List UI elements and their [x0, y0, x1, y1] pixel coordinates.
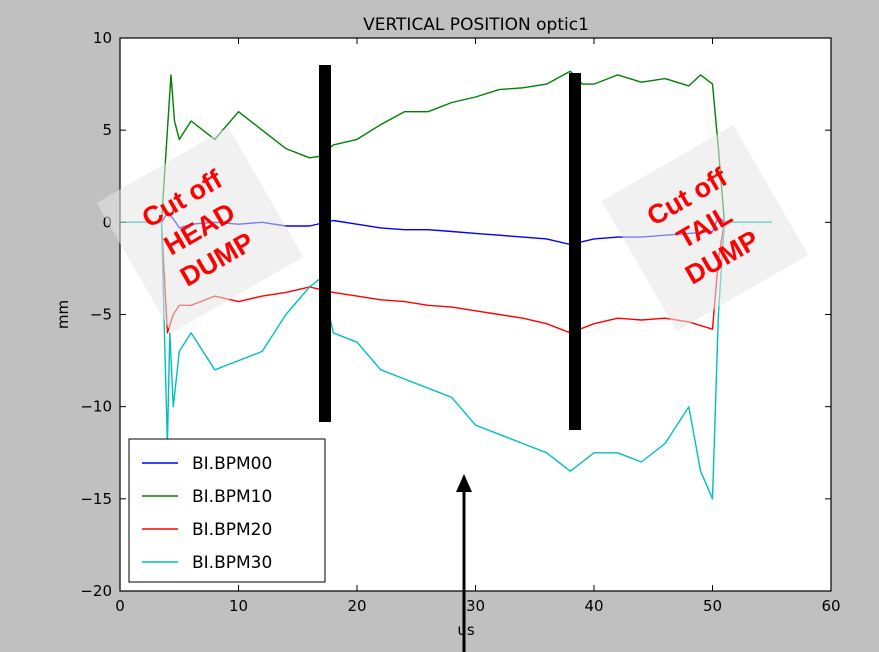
y-axis-label: mm	[54, 300, 72, 329]
y-tick-label: 10	[93, 29, 112, 47]
arrow-annotation	[456, 474, 472, 652]
legend: BI.BPM00 BI.BPM10 BI.BPM20 BI.BPM30	[128, 438, 326, 583]
legend-label: BI.BPM30	[192, 553, 272, 573]
x-tick-label: 60	[821, 597, 840, 615]
x-tick-label: 20	[347, 597, 366, 615]
x-tick-label: 30	[466, 597, 485, 615]
legend-label: BI.BPM10	[192, 487, 272, 507]
legend-label: BI.BPM00	[192, 454, 272, 474]
tail-dump-annotation: Cut off TAIL DUMP	[601, 125, 809, 331]
x-tick-label: 0	[115, 597, 125, 615]
tail-dump-box	[601, 125, 809, 331]
x-tick-label: 50	[703, 597, 722, 615]
legend-label: BI.BPM20	[192, 520, 272, 540]
series-line-bi-bpm10	[120, 70, 772, 224]
y-tick-label: 5	[102, 121, 112, 139]
tail-cut-line	[569, 73, 581, 430]
y-tick-label: −15	[80, 490, 112, 508]
head-cut-line	[319, 65, 331, 422]
arrow-head	[456, 474, 472, 492]
x-axis-label: us	[457, 621, 475, 639]
x-tick-label: 40	[584, 597, 603, 615]
y-tick-label: 0	[102, 213, 112, 231]
chart-title: VERTICAL POSITION optic1	[363, 15, 589, 35]
y-tick-label: −20	[80, 582, 112, 600]
x-tick-label: 10	[229, 597, 248, 615]
head-dump-annotation: Cut off HEAD DUMP	[96, 127, 304, 333]
y-tick-label: −5	[90, 306, 112, 324]
y-tick-label: −10	[80, 398, 112, 416]
series-line-bi-bpm30	[120, 221, 772, 500]
head-dump-box	[96, 127, 304, 333]
